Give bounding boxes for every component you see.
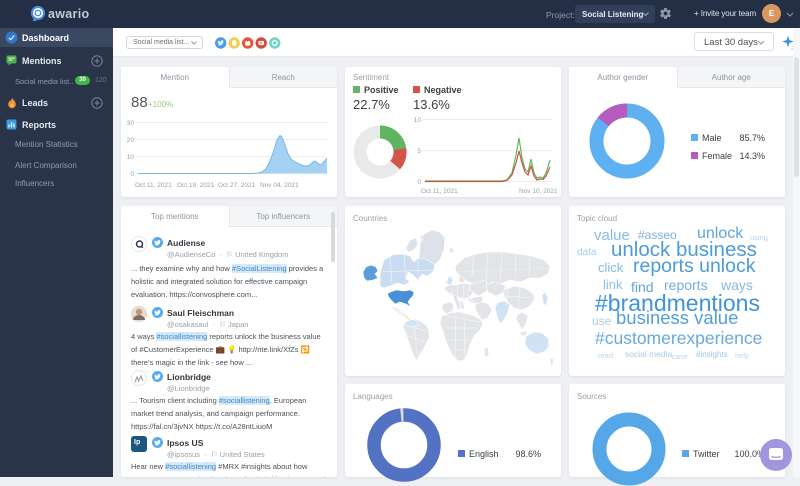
svg-text:10: 10 — [127, 154, 135, 161]
svg-text:5: 5 — [417, 148, 421, 155]
svg-text:Nov 10, 2021: Nov 10, 2021 — [519, 188, 557, 195]
svg-text:0: 0 — [417, 179, 421, 186]
svg-text:Oct 27, 2021: Oct 27, 2021 — [218, 182, 256, 189]
svg-text:Oct 19, 2021: Oct 19, 2021 — [177, 182, 215, 189]
svg-text:30: 30 — [127, 120, 135, 127]
svg-text:10: 10 — [414, 117, 422, 124]
svg-text:Oct 11, 2021: Oct 11, 2021 — [135, 182, 172, 189]
svg-text:20: 20 — [127, 137, 135, 144]
svg-text:0: 0 — [130, 171, 134, 178]
svg-text:Nov 04, 2021: Nov 04, 2021 — [260, 182, 299, 189]
svg-text:Oct 11, 2021: Oct 11, 2021 — [421, 188, 458, 195]
